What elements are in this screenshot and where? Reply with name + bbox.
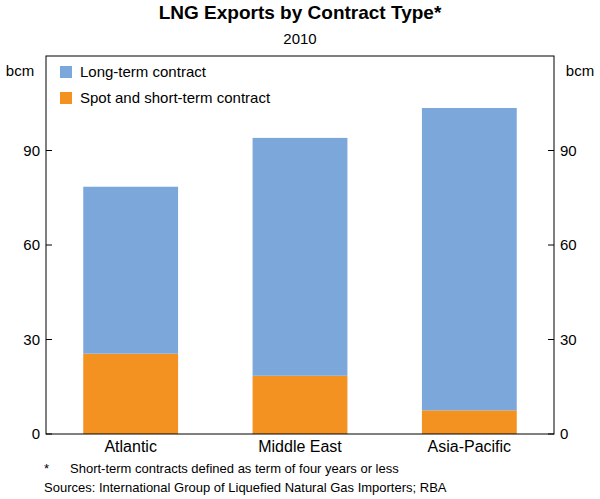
legend-swatch [60, 66, 72, 78]
y-tick-label-right: 60 [560, 236, 577, 253]
bars [83, 108, 516, 434]
footnote-marker: * [44, 461, 49, 476]
bar-segment [83, 187, 178, 354]
y-axis-label: bcm [6, 62, 34, 79]
bar-segment [253, 138, 348, 376]
y-tick [46, 434, 52, 435]
source: Sources: International Group of Liquefie… [44, 480, 447, 495]
plot-frame [46, 56, 554, 434]
y-tick-right [548, 339, 554, 340]
bar-segment [253, 376, 348, 434]
y-tick-right [548, 245, 554, 246]
y-tick-label: 0 [32, 425, 40, 442]
legend-label: Long-term contract [80, 63, 207, 80]
x-tick-label: Atlantic [104, 438, 156, 455]
title: LNG Exports by Contract Type* [159, 2, 442, 23]
bar-segment [422, 108, 517, 410]
y-tick [46, 339, 52, 340]
subtitle: 2010 [283, 30, 316, 47]
y-axis-label-right: bcm [566, 62, 594, 79]
x-tick-label: Asia-Pacific [428, 438, 512, 455]
y-tick [46, 150, 52, 151]
bar-segment [422, 410, 517, 434]
y-tick-label: 60 [23, 236, 40, 253]
bar-segment [83, 354, 178, 434]
footnote: Short-term contracts defined as term of … [70, 461, 399, 476]
y-tick-label-right: 90 [560, 142, 577, 159]
y-tick-label: 90 [23, 142, 40, 159]
y-tick-label-right: 0 [560, 425, 568, 442]
legend-label: Spot and short-term contract [80, 89, 271, 106]
y-tick [46, 245, 52, 246]
y-tick-right [548, 434, 554, 435]
y-tick-right [548, 150, 554, 151]
y-tick-label-right: 30 [560, 331, 577, 348]
legend-swatch [60, 92, 72, 104]
chart: LNG Exports by Contract Type* 2010 bcm bcm A… [0, 0, 600, 499]
x-tick-label: Middle East [258, 438, 342, 455]
y-tick-label: 30 [23, 331, 40, 348]
